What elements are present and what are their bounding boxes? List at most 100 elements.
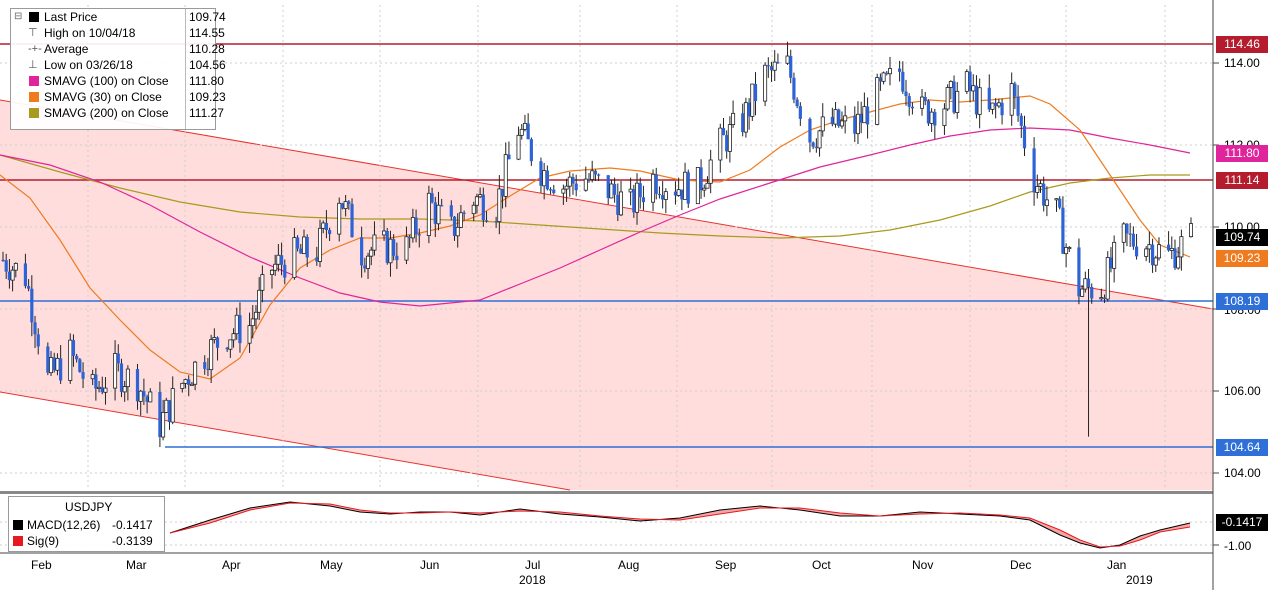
candle-body xyxy=(929,111,934,124)
candle-body xyxy=(785,55,790,64)
candle-body xyxy=(808,118,812,143)
candle-body xyxy=(324,222,329,231)
candle-body xyxy=(142,391,146,397)
collapse-toggle-icon[interactable]: ⊟ xyxy=(14,11,23,22)
candle-body xyxy=(206,368,210,371)
legend-row-sma100: SMAVG (100) on Close 111.80 xyxy=(11,73,224,89)
candle-body xyxy=(683,171,688,200)
candle-body xyxy=(269,269,274,275)
candle-body xyxy=(907,96,911,107)
candle-body xyxy=(1144,248,1149,257)
candle-body xyxy=(522,123,527,130)
candle-body xyxy=(1083,278,1088,290)
month-may: May xyxy=(320,558,343,572)
candle-body xyxy=(49,357,54,374)
low-label: Low on 03/26/18 xyxy=(44,58,133,72)
average-value: 110.28 xyxy=(189,42,225,56)
candle-body xyxy=(449,205,453,217)
candle-body xyxy=(238,315,242,344)
candle-body xyxy=(814,146,818,148)
candle-body xyxy=(1189,223,1194,238)
signal-value: -0.3139 xyxy=(112,534,153,548)
candle-body xyxy=(843,115,848,122)
candle-body xyxy=(113,353,118,389)
candle-body xyxy=(1102,297,1107,300)
candle-body xyxy=(987,87,991,110)
legend-separator xyxy=(185,9,186,129)
candle-body xyxy=(994,103,998,106)
candle-body xyxy=(699,167,703,191)
candle-body xyxy=(686,172,690,204)
candle-body xyxy=(97,386,102,389)
candle-body xyxy=(231,333,236,341)
candle-body xyxy=(833,109,838,125)
candle-body xyxy=(71,340,76,356)
signal-line xyxy=(169,502,1191,548)
macd-swatch xyxy=(13,520,23,530)
sma100-value: 111.80 xyxy=(189,74,224,88)
tag-104-64: 104.64 xyxy=(1216,439,1268,456)
candle-body xyxy=(260,274,265,291)
month-mar: Mar xyxy=(126,558,147,572)
candle-body xyxy=(878,77,882,82)
candle-body xyxy=(542,170,547,187)
candle-body xyxy=(772,61,777,71)
candle-body xyxy=(494,221,498,223)
candle-body xyxy=(977,87,982,115)
candle-body xyxy=(885,72,889,75)
candle-body xyxy=(859,114,863,123)
sma30-swatch xyxy=(29,92,39,102)
price-legend: ⊟ Last Price 109.74 ⊤ High on 10/04/18 1… xyxy=(10,8,226,130)
candle-body xyxy=(10,269,15,281)
candle-body xyxy=(1147,244,1152,250)
candle-body xyxy=(343,201,348,209)
candle-body xyxy=(52,357,56,371)
candle-body xyxy=(1054,198,1059,201)
channel-lower-line xyxy=(0,391,571,491)
candle-body xyxy=(1131,233,1135,247)
candle-body xyxy=(90,374,95,380)
candle-body xyxy=(414,217,418,235)
candle-body xyxy=(920,96,925,109)
candle-body xyxy=(360,237,364,266)
candle-body xyxy=(94,374,98,389)
candle-body xyxy=(1019,115,1023,126)
candle-body xyxy=(1058,198,1062,208)
candle-body xyxy=(1134,246,1139,257)
candle-body xyxy=(571,177,575,184)
candle-body xyxy=(170,388,175,423)
candle-body xyxy=(1173,248,1177,269)
macd-line xyxy=(169,501,1191,549)
candle-body xyxy=(1032,148,1036,193)
candle-body xyxy=(747,102,751,117)
sma100-swatch xyxy=(29,76,39,86)
average-label: Average xyxy=(44,42,89,56)
candle-body xyxy=(945,87,950,110)
legend-row-high: ⊤ High on 10/04/18 114.55 xyxy=(11,25,225,41)
candle-body xyxy=(855,113,860,135)
candle-body xyxy=(158,391,162,438)
candle-body xyxy=(103,387,108,393)
candle-body xyxy=(731,112,736,126)
candle-body xyxy=(567,176,572,187)
candle-body xyxy=(725,135,729,152)
candle-body xyxy=(484,220,489,222)
candle-body xyxy=(404,236,409,261)
candle-body xyxy=(590,170,595,180)
candle-body xyxy=(1156,244,1161,259)
candle-body xyxy=(708,159,713,184)
candle-body xyxy=(299,248,303,254)
candle-body xyxy=(904,91,908,97)
candle-body xyxy=(382,230,387,236)
candle-body xyxy=(1064,247,1069,255)
candle-body xyxy=(635,182,640,213)
candle-body xyxy=(968,71,972,91)
candle-body xyxy=(641,197,646,203)
legend-row-average: -+- Average 110.28 xyxy=(11,41,225,57)
candle-body xyxy=(478,194,483,198)
tag-last-price: 109.74 xyxy=(1216,229,1268,246)
candle-body xyxy=(1121,223,1126,243)
candle-body xyxy=(302,236,307,254)
candle-body xyxy=(417,234,421,236)
